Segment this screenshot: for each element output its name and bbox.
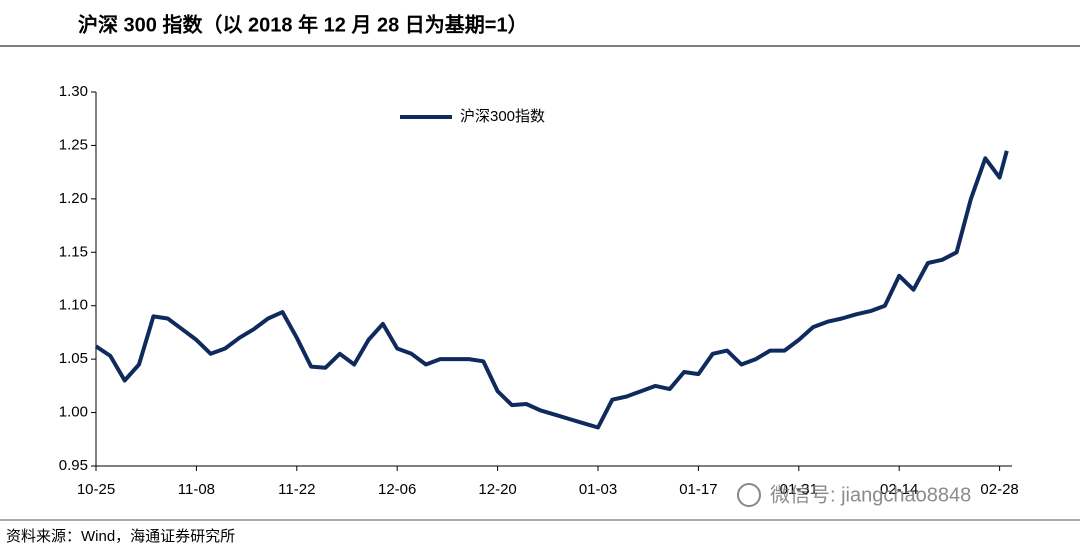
y-tick-label: 1.30	[59, 83, 88, 100]
y-tick-label: 1.25	[59, 136, 88, 153]
y-tick-label: 1.00	[59, 404, 88, 421]
x-tick-label: 01-03	[579, 481, 617, 498]
chart-title: 沪深 300 指数（以 2018 年 12 月 28 日为基期=1）	[78, 12, 528, 36]
legend-label: 沪深300指数	[460, 108, 545, 125]
x-tick-label: 02-28	[980, 481, 1018, 498]
watermark-icon	[737, 483, 761, 507]
y-tick-label: 1.05	[59, 350, 88, 367]
x-tick-label: 12-20	[478, 481, 516, 498]
y-tick-label: 1.15	[59, 243, 88, 260]
y-tick-label: 0.95	[59, 457, 88, 474]
x-tick-label: 10-25	[77, 481, 115, 498]
x-tick-label: 01-17	[679, 481, 717, 498]
watermark: 微信号: jiangchao8848	[737, 483, 971, 507]
source-note: 资料来源：Wind，海通证券研究所	[6, 528, 235, 545]
x-tick-label: 11-08	[178, 481, 215, 498]
data-line	[94, 150, 1009, 430]
x-tick-label: 01-31	[780, 481, 818, 498]
y-tick-label: 1.10	[59, 297, 88, 314]
x-tick-label: 11-22	[278, 481, 315, 498]
watermark-text: 微信号: jiangchao8848	[770, 483, 971, 506]
x-tick-label: 02-14	[880, 481, 918, 498]
y-tick-label: 1.20	[59, 190, 88, 207]
x-tick-label: 12-06	[378, 481, 416, 498]
